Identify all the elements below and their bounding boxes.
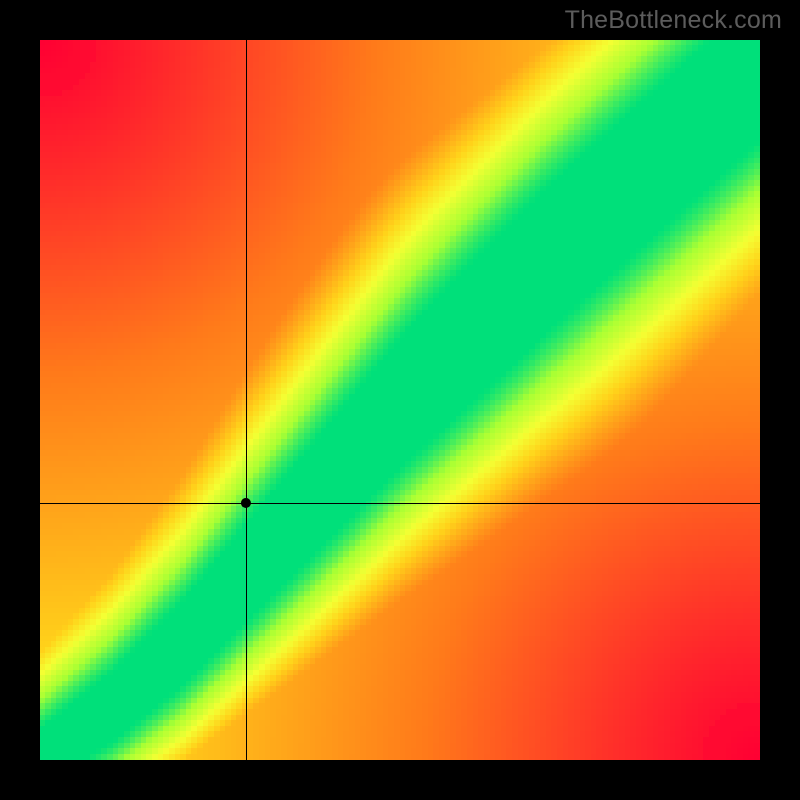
bottleneck-heatmap [40, 40, 760, 760]
heatmap-canvas [40, 40, 760, 760]
watermark-text: TheBottleneck.com [565, 6, 782, 35]
